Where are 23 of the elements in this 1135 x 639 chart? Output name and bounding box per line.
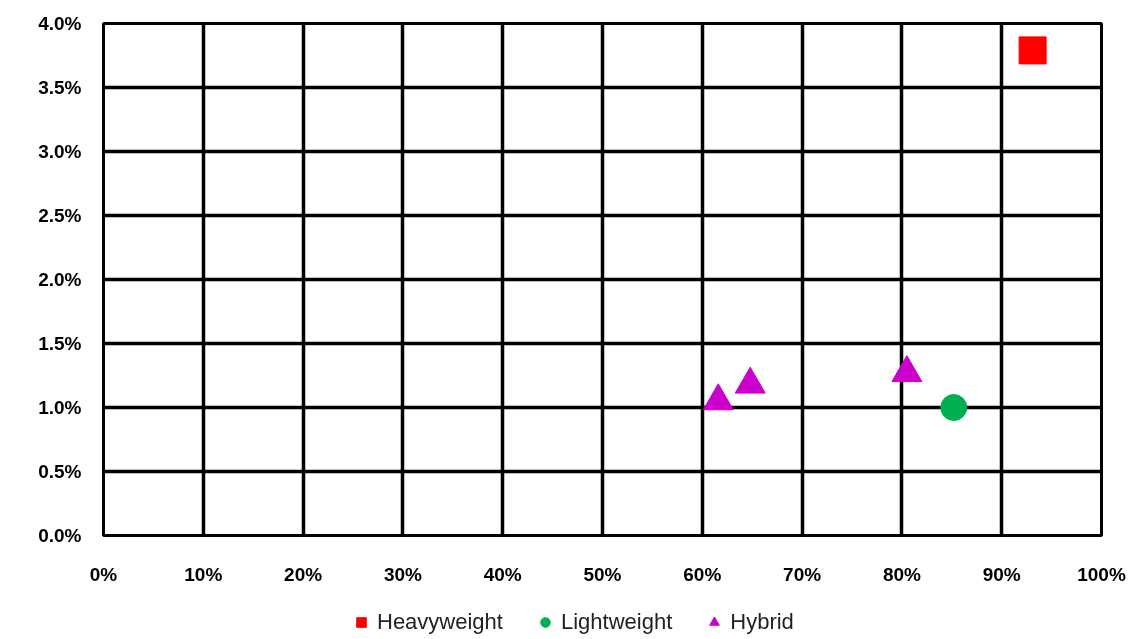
y-tick-label: 2.0% (38, 269, 82, 290)
x-tick-label: 10% (184, 563, 223, 585)
y-tick-label: 0.0% (38, 525, 82, 546)
x-tick-label: 70% (783, 563, 822, 585)
legend-label: Lightweight (560, 609, 673, 635)
y-tick-label: 4.0% (38, 13, 82, 34)
x-tick-label: 0% (89, 563, 118, 585)
x-tick-label: 60% (683, 563, 722, 585)
y-tick-label: 2.5% (38, 205, 82, 226)
x-tick-label: 40% (483, 563, 522, 585)
x-tick-label: 100% (1077, 563, 1126, 585)
x-tick-label: 20% (284, 563, 323, 585)
x-tick-label: 80% (882, 563, 922, 585)
y-tick-label: 1.5% (38, 333, 82, 354)
y-tick-label: 3.0% (38, 141, 82, 162)
y-tick-label: 1.0% (38, 397, 82, 418)
x-tick-label: 50% (583, 563, 622, 585)
legend-label: Hybrid (730, 609, 794, 635)
x-tick-label: 30% (383, 563, 423, 585)
legend-label: Heavyweight (377, 609, 503, 635)
x-tick-label: 90% (982, 563, 1021, 585)
y-tick-label: 3.5% (38, 77, 82, 98)
y-tick-label: 0.5% (38, 461, 82, 482)
